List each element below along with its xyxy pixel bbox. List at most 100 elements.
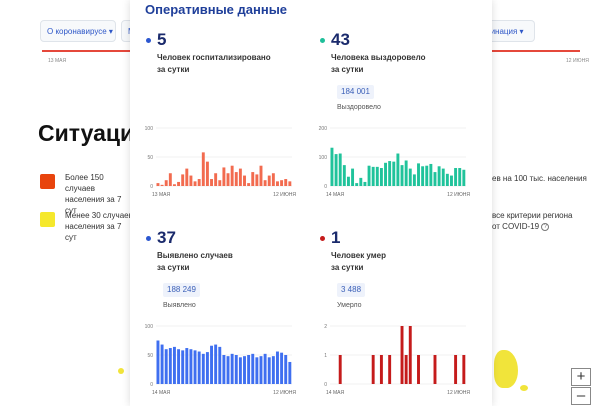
chart-bar: [450, 175, 453, 186]
tab-label: О коронавирусе: [47, 27, 107, 36]
chart-bar: [276, 181, 279, 186]
chart-bar: [445, 173, 449, 186]
chart-bar: [375, 166, 379, 186]
map-region: [520, 385, 528, 391]
chart-bar: [222, 167, 226, 186]
chart-bar: [193, 181, 197, 186]
chart-bar: [168, 173, 172, 186]
x-end-label: 12 ИЮНЯ: [447, 192, 470, 198]
y-tick-label: 50: [147, 353, 153, 359]
chart-bar: [371, 166, 375, 186]
y-tick-label: 100: [145, 324, 154, 330]
chart-bar: [396, 153, 400, 186]
chart-bar: [247, 355, 251, 384]
chart-hospitalized: 100 50 0 13 МАЯ 12 ИЮНЯ: [145, 126, 297, 198]
chart-bar: [276, 351, 279, 384]
chart-bar: [429, 163, 433, 186]
total-badge: 184 001: [337, 85, 374, 99]
stat-description-line: за сутки: [331, 65, 364, 74]
tab-about-coronavirus[interactable]: О коронавирусе ▾: [40, 20, 116, 42]
total-label: Умерло: [337, 302, 362, 309]
chart-bar: [251, 172, 255, 186]
chart-bar: [172, 346, 176, 384]
right-text-3: от COVID-19 ?: [492, 221, 588, 232]
chart-bar: [164, 180, 168, 186]
chart-bar: [404, 160, 408, 186]
chart-bar: [177, 181, 181, 186]
chart-bar: [437, 166, 441, 186]
chart-bar: [342, 165, 346, 186]
right-text-3-label: от COVID-19: [492, 222, 540, 231]
zoom-in-button[interactable]: +: [571, 368, 591, 386]
y-tick-label: 1: [324, 353, 327, 359]
dot-icon: [320, 38, 325, 43]
chart-bar: [214, 344, 218, 384]
chart-bar: [454, 168, 458, 186]
chart-bar: [284, 179, 288, 186]
chart-bar: [400, 326, 404, 384]
chart-bar: [243, 356, 246, 384]
dot-icon: [320, 236, 325, 241]
chart-bar: [263, 180, 267, 186]
y-tick-label: 0: [324, 184, 327, 190]
chart-bar: [408, 168, 412, 186]
chart-bar: [238, 357, 242, 384]
stat-description: Человек госпитализировано за сутки: [157, 52, 297, 76]
chart-bar: [201, 152, 205, 186]
y-tick-label: 2: [324, 324, 327, 330]
chart-bar: [230, 353, 234, 384]
chart-bar: [267, 357, 271, 384]
chart-bar: [379, 355, 383, 384]
chart-bar: [338, 153, 342, 186]
chart-bar: [181, 350, 185, 384]
stat-hospitalized: 5 Человек госпитализировано за сутки: [157, 30, 327, 110]
stat-description-line: Человек умер: [331, 251, 387, 260]
chart-bar: [404, 355, 408, 384]
page-heading: Ситуаци: [38, 120, 135, 146]
stat-value: 1: [331, 228, 341, 247]
stat-detected: 37 Выявлено случаев за сутки 188 249 Выя…: [157, 228, 327, 318]
map-region: [494, 350, 518, 388]
chart-bar: [201, 353, 205, 384]
stat-description: Выявлено случаев за сутки: [157, 250, 297, 274]
y-tick-label: 0: [150, 382, 153, 388]
panel-title: Оперативные данные: [145, 2, 288, 17]
x-start-label: 14 МАЯ: [326, 192, 344, 198]
chart-bar: [156, 340, 160, 384]
y-tick-label: 100: [319, 155, 328, 161]
chart-bar: [359, 177, 363, 186]
stat-value: 43: [331, 30, 350, 49]
chart-bar: [185, 168, 189, 186]
chart-bar: [462, 355, 466, 384]
stat-value: 37: [157, 228, 176, 247]
zoom-out-button[interactable]: –: [571, 387, 591, 405]
chart-bar: [288, 361, 292, 384]
chart-detected: 100 50 0 14 МАЯ 12 ИЮНЯ: [145, 324, 297, 396]
stat-description-line: за сутки: [331, 263, 364, 272]
chart-bar: [172, 184, 176, 186]
stat-description-line: за сутки: [157, 65, 190, 74]
chart-bar: [205, 352, 209, 384]
stat-description-line: за сутки: [157, 263, 190, 272]
chart-bar: [334, 154, 338, 186]
chart-bar: [433, 355, 437, 384]
chart-deaths: 2 1 0 14 МАЯ 12 ИЮНЯ: [324, 324, 470, 396]
chart-recovered: 200 100 0 14 МАЯ 12 ИЮНЯ: [319, 126, 471, 198]
stat-recovered: 43 Человека выздоровело за сутки 184 001…: [331, 30, 501, 120]
info-icon[interactable]: ?: [541, 222, 550, 231]
chart-bar: [400, 165, 404, 186]
chart-bar: [218, 346, 222, 384]
tab-vaccination[interactable]: цинация ▾: [480, 20, 535, 42]
chart-bar: [371, 355, 375, 384]
chart-bar: [177, 349, 181, 384]
y-tick-label: 0: [324, 382, 327, 388]
stat-description: Человека выздоровело за сутки: [331, 52, 471, 76]
chart-bar: [230, 165, 234, 186]
x-start-label: 14 МАЯ: [326, 390, 344, 396]
chart-bar: [259, 165, 263, 186]
x-start-label: 13 МАЯ: [152, 192, 170, 198]
chart-bar: [214, 173, 218, 186]
chart-bar: [210, 345, 213, 384]
chevron-down-icon: ▾: [108, 27, 113, 36]
chart-bar: [441, 168, 445, 186]
